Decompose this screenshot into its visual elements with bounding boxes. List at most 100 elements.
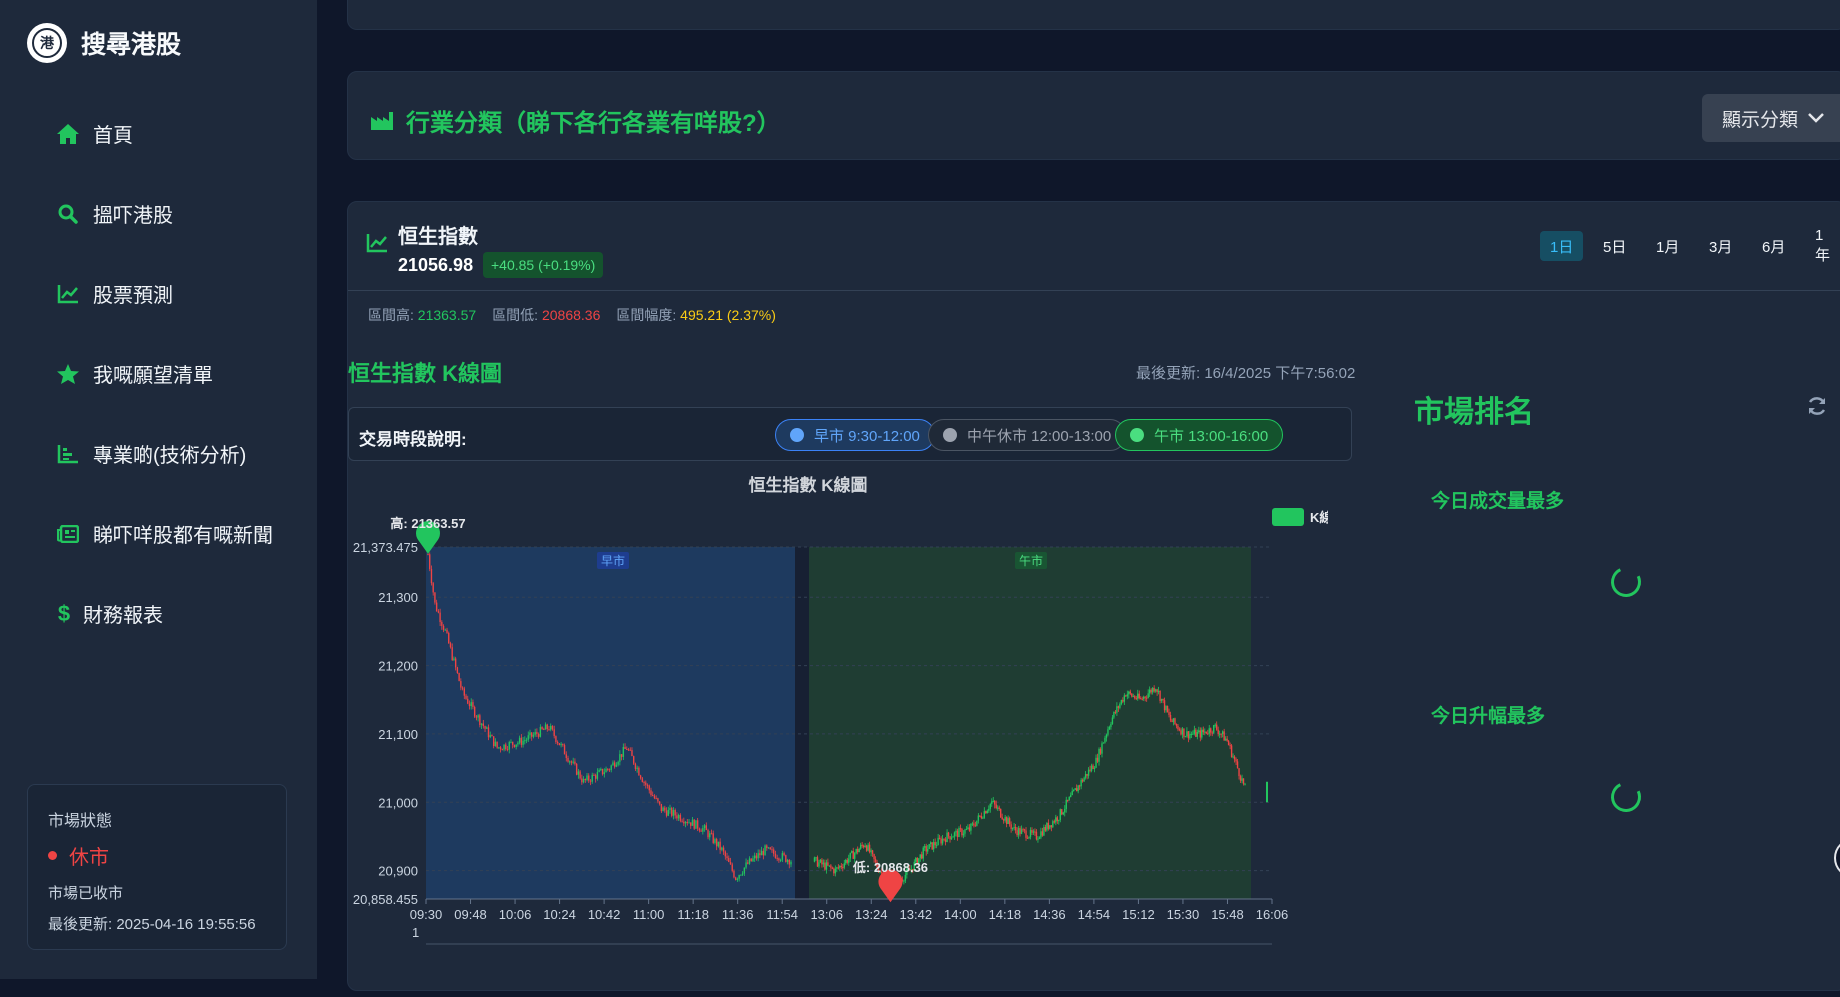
- candle: [544, 724, 547, 730]
- candle: [1007, 818, 1009, 825]
- candle: [995, 804, 997, 809]
- x-tick-label: 15:48: [1211, 907, 1244, 922]
- candle: [664, 807, 666, 811]
- candle: [1070, 795, 1072, 797]
- candle: [449, 643, 452, 648]
- kline-chart[interactable]: 恒生指數 K線圖 21,373.475 21,300 21,200 21,100 21,0…: [348, 467, 1333, 997]
- nav-item-prediction[interactable]: 股票預測: [55, 279, 173, 308]
- session-legend: 交易時段說明: 早市 9:30-12:00 中午休市 12:00-13:00 午…: [348, 407, 1352, 461]
- period-5d-button[interactable]: 5日: [1603, 238, 1627, 256]
- candle: [1195, 729, 1197, 737]
- period-1m-button[interactable]: 1月: [1656, 238, 1680, 256]
- market-status-card: 市場狀態 休市 市場已收市 最後更新: 2025-04-16 19:55:56: [27, 784, 287, 950]
- candle: [458, 672, 460, 682]
- candle: [1119, 703, 1121, 708]
- chart-line-icon: [55, 281, 81, 307]
- show-categories-button[interactable]: 顯示分類: [1702, 94, 1840, 142]
- candle: [849, 852, 851, 859]
- candle: [1183, 728, 1185, 737]
- y-tick-label: 21,373.475: [353, 540, 418, 555]
- candle: [1002, 819, 1005, 821]
- candle: [790, 861, 792, 865]
- candle: [774, 853, 777, 859]
- candle: [579, 771, 581, 779]
- range-high: 區間高: 21363.57: [368, 307, 477, 323]
- candle: [755, 855, 758, 859]
- app-logo[interactable]: 港 搜尋港股: [27, 23, 181, 63]
- candle: [594, 775, 597, 779]
- candle: [1053, 821, 1056, 823]
- candle: [574, 761, 576, 764]
- nav-item-home[interactable]: 首頁: [55, 119, 133, 148]
- candle: [1137, 693, 1139, 699]
- candle: [927, 848, 929, 852]
- candle: [827, 862, 829, 866]
- candle: [1017, 828, 1020, 836]
- candle: [1177, 725, 1179, 730]
- candle: [859, 844, 862, 849]
- period-1y-button[interactable]: 1年: [1815, 227, 1831, 264]
- candle: [836, 867, 838, 869]
- candle: [430, 569, 433, 584]
- nav-item-financials[interactable]: $ 財務報表: [55, 599, 163, 628]
- candle: [965, 828, 968, 830]
- candle: [1233, 756, 1236, 760]
- candle: [581, 778, 583, 783]
- sidebar: 港 搜尋港股 首頁 搵吓港股 股票預測 我嘅願望清單 專業啲(技術分析) 睇吓咩…: [0, 0, 317, 979]
- candle: [518, 737, 521, 743]
- candle: [852, 851, 854, 859]
- high-marker-label: 高: 21363.57: [390, 516, 465, 531]
- loading-spinner-icon: [1606, 777, 1646, 817]
- candle: [845, 859, 847, 864]
- nav-item-technical[interactable]: 專業啲(技術分析): [55, 439, 246, 468]
- candle: [816, 857, 819, 867]
- candle: [1131, 693, 1133, 697]
- candle: [563, 745, 566, 755]
- candle: [467, 698, 469, 704]
- period-3m-button[interactable]: 3月: [1709, 238, 1733, 256]
- candle: [952, 836, 954, 838]
- candle: [974, 825, 977, 827]
- candle: [1043, 827, 1045, 836]
- candle: [874, 859, 877, 863]
- period-1d-button[interactable]: 1日: [1540, 231, 1584, 261]
- candle: [1165, 705, 1167, 711]
- candle: [593, 774, 595, 776]
- morning-session-band: [426, 547, 795, 899]
- period-6m-button[interactable]: 6月: [1762, 238, 1786, 256]
- kline-svg[interactable]: 恒生指數 K線圖 21,373.475 21,300 21,200 21,100 21,0…: [348, 467, 1333, 992]
- nav-item-label: 財務報表: [83, 605, 163, 627]
- x-tick-label: 13:06: [810, 907, 843, 922]
- candle: [921, 854, 923, 859]
- candle: [454, 658, 457, 668]
- candle: [871, 850, 874, 854]
- refresh-icon[interactable]: [1806, 395, 1830, 419]
- candle: [1038, 837, 1041, 839]
- candle: [821, 859, 823, 865]
- candle: [931, 842, 933, 850]
- nav-item-watchlist[interactable]: 我嘅願望清單: [55, 359, 213, 388]
- session-afternoon-pill: 午市 13:00-16:00: [1115, 419, 1284, 451]
- industry-title: 行業分類（睇下各行各業有咩股?）: [370, 103, 781, 138]
- nav-item-news[interactable]: 睇吓咩股都有嘅新聞: [55, 519, 273, 548]
- candle: [717, 841, 720, 847]
- low-marker-icon: [878, 869, 903, 903]
- candle: [855, 849, 857, 854]
- candle: [762, 850, 765, 856]
- legend-label: K線: [1310, 510, 1328, 525]
- candle: [976, 820, 978, 826]
- session-label: 早市: [601, 553, 625, 568]
- candle: [456, 667, 459, 673]
- candle: [1181, 728, 1184, 735]
- candle: [760, 850, 763, 856]
- candle: [453, 658, 455, 661]
- candle: [531, 732, 533, 737]
- candle: [929, 842, 932, 845]
- candle: [629, 749, 631, 751]
- x-tick-label: 15:12: [1122, 907, 1155, 922]
- candle: [479, 715, 481, 725]
- x-tick-label: 13:42: [900, 907, 933, 922]
- nav-item-search[interactable]: 搵吓港股: [55, 199, 173, 228]
- candle: [935, 845, 938, 847]
- candle: [582, 778, 585, 783]
